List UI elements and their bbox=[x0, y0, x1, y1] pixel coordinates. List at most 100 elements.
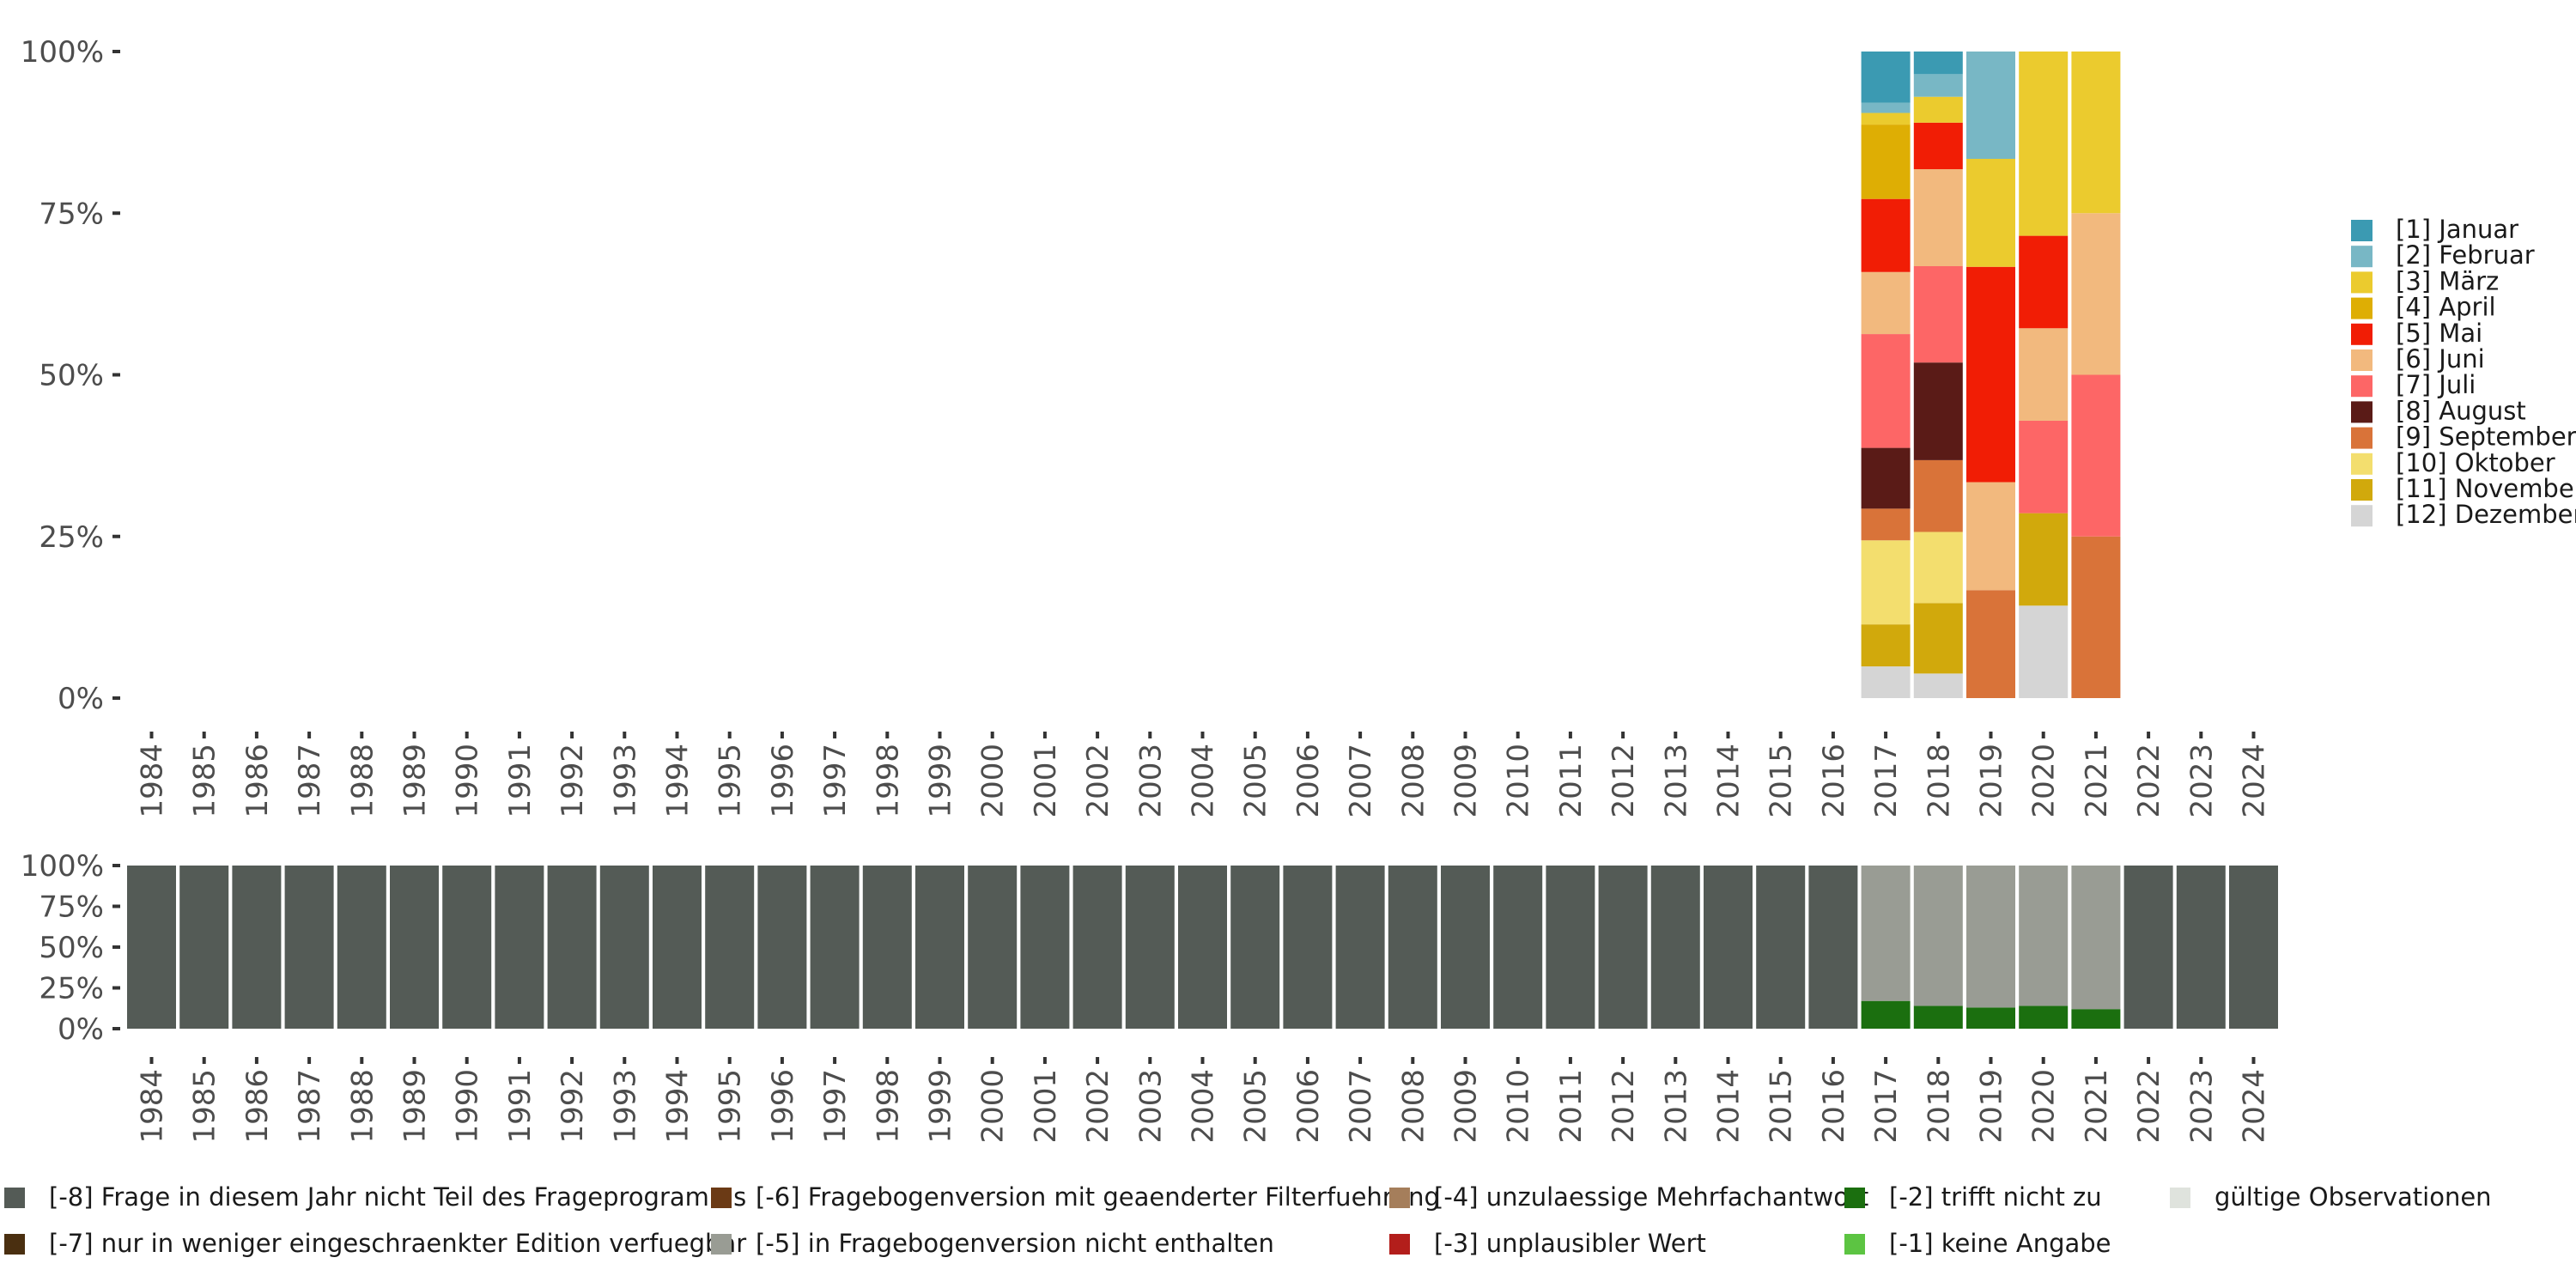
bottom-bar-1990-8-frage-in-diesem-jahr-nicht-teil-des-frageprogramms bbox=[442, 866, 492, 1029]
bottom-x-tick-label: 1989 bbox=[398, 1069, 433, 1144]
bottom-x-tick-label: 2011 bbox=[1554, 1069, 1589, 1144]
bottom-bar-2008-8-frage-in-diesem-jahr-nicht-teil-des-frageprogramms bbox=[1388, 866, 1437, 1029]
bottom-bar-1996-8-frage-in-diesem-jahr-nicht-teil-des-frageprogramms bbox=[757, 866, 807, 1029]
top-bar-2018-9-september bbox=[1913, 459, 1963, 532]
bottom-bar-2017-5-in-fragebogenversion-nicht-enthalten bbox=[1861, 866, 1911, 1001]
bottom-x-tick-label: 1987 bbox=[293, 1069, 327, 1144]
bottom-x-tick-label: 1986 bbox=[240, 1069, 275, 1144]
top-y-tick-label: 50% bbox=[39, 359, 104, 393]
top-x-tick-label: 2021 bbox=[2080, 744, 2114, 818]
bottom-x-tick-label: 2017 bbox=[1869, 1069, 1904, 1144]
top-bar-2017-10-oktober bbox=[1861, 540, 1911, 625]
top-x-tick-label: 2019 bbox=[1975, 744, 2009, 818]
legend-swatch-4-april bbox=[2351, 297, 2372, 319]
legend-label-12-dezember: [12] Dezember bbox=[2396, 500, 2576, 529]
top-x-tick-label: 2024 bbox=[2238, 744, 2272, 818]
top-x-tick-label: 1988 bbox=[345, 744, 380, 818]
bottom-x-tick-label: 2012 bbox=[1607, 1069, 1641, 1144]
top-x-tick-label: 2005 bbox=[1239, 744, 1273, 818]
bottom-bar-2019-2-trifft-nicht-zu bbox=[1966, 1007, 2015, 1029]
bottom-bar-2018-5-in-fragebogenversion-nicht-enthalten bbox=[1913, 866, 1963, 1006]
top-x-tick-label: 2010 bbox=[1502, 744, 1536, 818]
top-x-tick-label: 1992 bbox=[556, 744, 590, 818]
top-bar-2017-4-april bbox=[1861, 125, 1911, 199]
top-x-tick-label: 1990 bbox=[451, 744, 485, 818]
bottom-bar-1985-8-frage-in-diesem-jahr-nicht-teil-des-frageprogramms bbox=[179, 866, 229, 1029]
bottom-bar-2015-8-frage-in-diesem-jahr-nicht-teil-des-frageprogramms bbox=[1756, 866, 1806, 1029]
bottom-bar-2023-8-frage-in-diesem-jahr-nicht-teil-des-frageprogramms bbox=[2176, 866, 2226, 1029]
top-y-tick-label: 75% bbox=[39, 197, 104, 231]
top-bar-2019-5-mai bbox=[1966, 266, 2015, 483]
bottom-x-tick-label: 2007 bbox=[1344, 1069, 1378, 1144]
bottom-x-tick-label: 2009 bbox=[1449, 1069, 1484, 1144]
bottom-legend-swatch-5-in-fragebogenversion-nicht-enthalten bbox=[711, 1234, 732, 1255]
bottom-bar-1998-8-frage-in-diesem-jahr-nicht-teil-des-frageprogramms bbox=[862, 866, 912, 1029]
bottom-bar-1984-8-frage-in-diesem-jahr-nicht-teil-des-frageprogramms bbox=[127, 866, 176, 1029]
legend-swatch-2-februar bbox=[2351, 246, 2372, 268]
bottom-x-tick-label: 2021 bbox=[2080, 1069, 2114, 1144]
bottom-bar-2013-8-frage-in-diesem-jahr-nicht-teil-des-frageprogramms bbox=[1650, 866, 1700, 1029]
legend-swatch-9-september bbox=[2351, 427, 2372, 449]
top-x-tick-label: 2004 bbox=[1187, 744, 1221, 818]
top-x-tick-label: 2015 bbox=[1765, 744, 1799, 818]
bottom-bar-2005-8-frage-in-diesem-jahr-nicht-teil-des-frageprogramms bbox=[1230, 866, 1280, 1029]
bottom-bar-1997-8-frage-in-diesem-jahr-nicht-teil-des-frageprogramms bbox=[810, 866, 860, 1029]
bottom-legend-label-1-keine-angabe: [-1] keine Angabe bbox=[1889, 1229, 2111, 1258]
bottom-x-tick-label: 1993 bbox=[608, 1069, 642, 1144]
bottom-legend-label-3-unplausibler-wert: [-3] unplausibler Wert bbox=[1434, 1229, 1706, 1258]
bottom-bar-2014-8-frage-in-diesem-jahr-nicht-teil-des-frageprogramms bbox=[1704, 866, 1753, 1029]
top-bar-2017-1-januar bbox=[1861, 52, 1911, 103]
top-bar-2019-6-juni bbox=[1966, 482, 2015, 591]
bottom-bar-2001-8-frage-in-diesem-jahr-nicht-teil-des-frageprogramms bbox=[1020, 866, 1070, 1029]
bottom-x-tick-label: 2022 bbox=[2132, 1069, 2166, 1144]
bottom-x-tick-label: 1990 bbox=[451, 1069, 485, 1144]
legend-label-5-mai: [5] Mai bbox=[2396, 319, 2482, 348]
bottom-x-tick-label: 2015 bbox=[1765, 1069, 1799, 1144]
legend-label-9-september: [9] September bbox=[2396, 422, 2576, 452]
legend-swatch-11-november bbox=[2351, 479, 2372, 501]
top-x-tick-label: 2018 bbox=[1922, 744, 1956, 818]
legend-label-11-november: [11] November bbox=[2396, 474, 2576, 503]
bottom-x-tick-label: 2018 bbox=[1922, 1069, 1956, 1144]
top-bar-2019-9-september bbox=[1966, 590, 2015, 698]
top-bar-2021-3-m-rz bbox=[2071, 52, 2121, 214]
legend-swatch-3-m-rz bbox=[2351, 271, 2372, 294]
top-x-tick-label: 2003 bbox=[1133, 744, 1168, 818]
bottom-bar-1993-8-frage-in-diesem-jahr-nicht-teil-des-frageprogramms bbox=[599, 866, 649, 1029]
bottom-legend-label-4-unzulaessige-mehrfachantwort: [-4] unzulaessige Mehrfachantwort bbox=[1434, 1182, 1868, 1212]
bottom-bar-2004-8-frage-in-diesem-jahr-nicht-teil-des-frageprogramms bbox=[1178, 866, 1227, 1029]
top-x-tick-label: 2020 bbox=[2027, 744, 2062, 818]
bottom-bar-1991-8-frage-in-diesem-jahr-nicht-teil-des-frageprogramms bbox=[495, 866, 544, 1029]
top-x-tick-label: 2001 bbox=[1029, 744, 1063, 818]
top-bar-2017-9-september bbox=[1861, 508, 1911, 541]
legend-swatch-5-mai bbox=[2351, 323, 2372, 345]
bottom-x-tick-label: 2023 bbox=[2184, 1069, 2219, 1144]
bottom-legend-label-8-frage-in-diesem-jahr-nicht-teil-des-frageprogramms: [-8] Frage in diesem Jahr nicht Teil des… bbox=[49, 1182, 746, 1212]
top-bar-2017-11-november bbox=[1861, 624, 1911, 667]
bottom-x-tick-label: 2016 bbox=[1817, 1069, 1851, 1144]
bottom-bar-1988-8-frage-in-diesem-jahr-nicht-teil-des-frageprogramms bbox=[337, 866, 386, 1029]
bottom-bar-2020-5-in-fragebogenversion-nicht-enthalten bbox=[2019, 866, 2069, 1006]
top-x-tick-label: 1993 bbox=[608, 744, 642, 818]
top-x-tick-label: 1994 bbox=[661, 744, 696, 818]
legend-swatch-10-oktober bbox=[2351, 453, 2372, 475]
top-bar-2018-3-m-rz bbox=[1913, 96, 1963, 123]
bottom-x-tick-label: 2010 bbox=[1502, 1069, 1536, 1144]
bottom-bar-2012-8-frage-in-diesem-jahr-nicht-teil-des-frageprogramms bbox=[1598, 866, 1648, 1029]
bottom-x-tick-label: 1984 bbox=[136, 1069, 170, 1144]
bottom-legend-label-g-ltige-observationen: gültige Observationen bbox=[2215, 1182, 2492, 1212]
bottom-y-tick-label: 100% bbox=[21, 849, 104, 884]
bottom-bar-2018-2-trifft-nicht-zu bbox=[1913, 1005, 1963, 1029]
top-x-tick-label: 2017 bbox=[1869, 744, 1904, 818]
bottom-legend-swatch-2-trifft-nicht-zu bbox=[1844, 1188, 1865, 1208]
legend-label-2-februar: [2] Februar bbox=[2396, 240, 2535, 270]
top-bar-2019-2-februar bbox=[1966, 52, 2015, 159]
bottom-x-tick-label: 1985 bbox=[188, 1069, 222, 1144]
bottom-bar-2002-8-frage-in-diesem-jahr-nicht-teil-des-frageprogramms bbox=[1072, 866, 1122, 1029]
bottom-bar-1989-8-frage-in-diesem-jahr-nicht-teil-des-frageprogramms bbox=[390, 866, 439, 1029]
top-bar-2017-2-februar bbox=[1861, 102, 1911, 113]
bottom-x-tick-label: 2014 bbox=[1712, 1069, 1747, 1144]
bottom-y-tick-label: 25% bbox=[39, 972, 104, 1006]
top-bar-2017-3-m-rz bbox=[1861, 112, 1911, 125]
legend-swatch-6-juni bbox=[2351, 349, 2372, 371]
